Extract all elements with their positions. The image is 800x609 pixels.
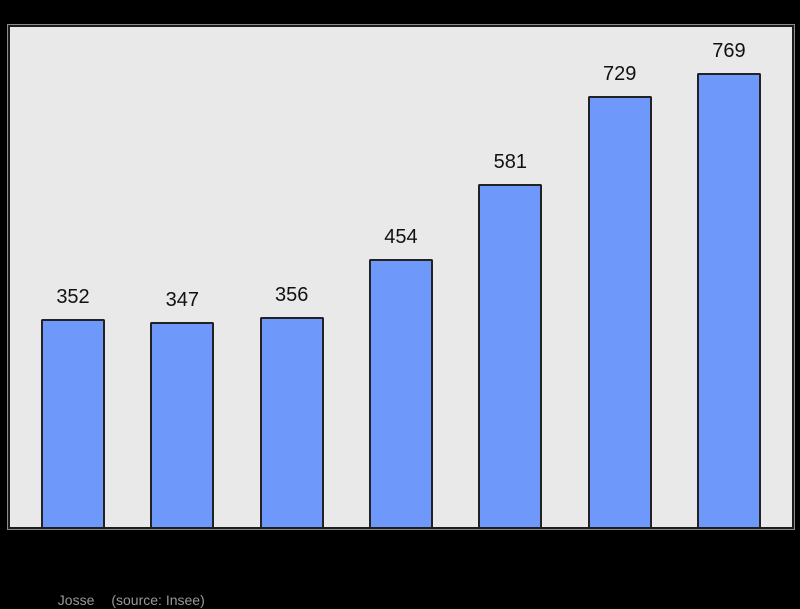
bar [150, 321, 215, 527]
caption: Josse (source: Insee) [50, 573, 205, 609]
bar-group: 352 [41, 27, 105, 527]
bar-value-label: 347 [165, 288, 200, 311]
bar [478, 183, 543, 527]
caption-source: (source: Insee) [111, 592, 205, 608]
bar [368, 258, 433, 527]
bar [587, 96, 652, 527]
bar-group: 347 [150, 27, 215, 527]
caption-title: Josse [57, 592, 95, 608]
bar [696, 72, 761, 527]
bar [41, 318, 105, 527]
bar [259, 316, 324, 527]
bar-group: 729 [587, 27, 652, 527]
bar-group: 454 [368, 27, 433, 527]
bar-value-label: 356 [274, 283, 309, 306]
bar-value-label: 454 [384, 225, 418, 248]
chart-area: 352 347 356 454 581 729 769 [7, 24, 795, 530]
bar-value-label: 769 [712, 39, 746, 62]
bar-value-label: 729 [602, 63, 637, 86]
bar-group: 581 [478, 27, 543, 527]
plot-area: 352 347 356 454 581 729 769 [10, 27, 792, 527]
bar-group: 356 [259, 27, 324, 527]
bar-value-label: 581 [493, 150, 527, 173]
bar-value-label: 352 [56, 285, 90, 308]
bar-group: 769 [696, 27, 761, 527]
